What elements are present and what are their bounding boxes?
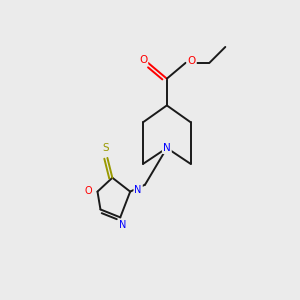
Text: S: S (102, 143, 109, 153)
Text: N: N (163, 143, 171, 153)
Text: O: O (85, 186, 92, 196)
Text: O: O (139, 55, 147, 65)
Text: O: O (188, 56, 196, 66)
Text: N: N (118, 220, 126, 230)
Text: N: N (134, 184, 142, 195)
